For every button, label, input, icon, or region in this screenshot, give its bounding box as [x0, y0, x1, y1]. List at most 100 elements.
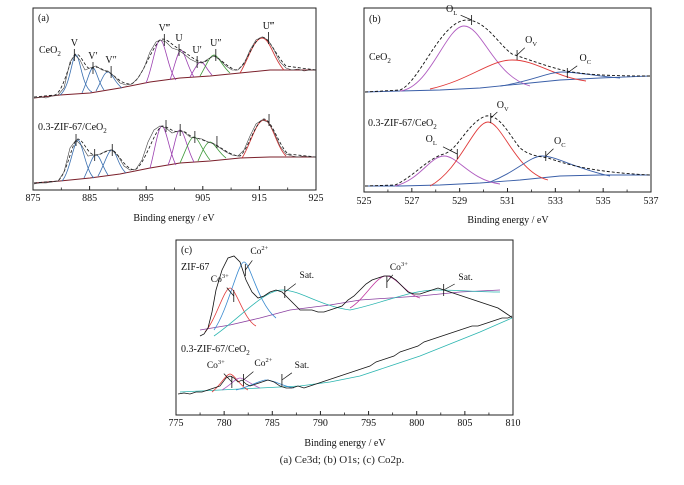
ceo2-ce3d-u3-peak — [239, 37, 285, 74]
peak-arrow — [245, 260, 253, 271]
panel-b: (b) CeO2 0.3-ZIF-67/CeO2 525 527 529 531 533… — [357, 4, 659, 226]
panel-c-tick-labels: 775 780 785 790 795 800 805 810 — [169, 418, 521, 429]
peak-arrow — [442, 146, 458, 155]
panel-a-xlabel: Binding energy / eV — [133, 213, 215, 224]
panel-a-tick-labels: 875 885 895 905 915 925 — [26, 193, 324, 204]
peak-label: U‴ — [263, 21, 275, 32]
panel-c-composite-curves — [177, 315, 513, 395]
panel-b-tick-label: 525 — [357, 196, 372, 207]
panel-b-label-ceo2: CeO2 — [369, 52, 391, 65]
panel-a-label-composite: 0.3-ZIF-67/CeO2 — [38, 122, 107, 135]
zif67-co2p-raw — [199, 255, 513, 337]
peak-label: V′ — [88, 51, 97, 62]
peak-arrow — [223, 373, 233, 383]
peak-arrow — [545, 148, 554, 157]
panel-a-tick-label: 895 — [139, 193, 154, 204]
peak-label: V″ — [105, 55, 116, 66]
panel-c-tick-label: 795 — [361, 418, 376, 429]
panel-b-ticks — [363, 188, 652, 192]
panel-c-zif67-curves — [199, 255, 513, 337]
panel-c-tick-label: 790 — [313, 418, 328, 429]
peak-arrow — [243, 371, 254, 381]
panel-a-ticks — [32, 186, 317, 190]
panel-c-tick-label: 775 — [169, 418, 184, 429]
ceo2-ce3d-background — [33, 69, 316, 99]
panel-c: (c) ZIF-67 0.3-ZIF-67/CeO2 775 780 785 790 7… — [169, 239, 521, 449]
panel-a-peak-labels: V V′ V″ V‴ U U′ U″ U‴ — [71, 21, 275, 161]
panel-c-tick-label: 780 — [217, 418, 232, 429]
composite-o1s-envelope — [364, 115, 651, 187]
peak-label: U′ — [192, 45, 201, 56]
peak-arrow — [443, 283, 455, 291]
peak-label: Sat. — [300, 271, 315, 281]
ceo2-ce3d-raw — [33, 36, 316, 99]
zif67-co2p-co3-2p12 — [349, 275, 421, 309]
peak-arrow — [460, 14, 472, 21]
panel-b-tick-label: 529 — [452, 196, 467, 207]
panel-b-tick-label: 537 — [644, 196, 659, 207]
panel-c-tick-label: 785 — [265, 418, 280, 429]
peak-label: Co3+ — [390, 261, 408, 273]
panel-c-label-composite: 0.3-ZIF-67/CeO2 — [181, 344, 250, 357]
panel-a-tick-label: 875 — [26, 193, 41, 204]
panel-b-tick-label: 531 — [500, 196, 515, 207]
peak-label: Sat. — [295, 361, 310, 371]
zif67-co2p-co2-component — [213, 261, 277, 331]
panel-b-xlabel: Binding energy / eV — [467, 215, 549, 226]
peak-arrow — [386, 274, 394, 283]
composite-ce3d-u-green — [179, 136, 227, 164]
panel-a-tick-label: 885 — [82, 193, 97, 204]
panel-a-tick-label: 925 — [309, 193, 324, 204]
figure-caption: (a) Ce3d; (b) O1s; (c) Co2p. — [279, 454, 405, 466]
panel-a-tick-label: 915 — [252, 193, 267, 204]
panel-c-xlabel: Binding energy / eV — [304, 438, 386, 449]
panel-a-ceo2-curves — [33, 36, 317, 99]
peak-arrow — [490, 111, 498, 119]
peak-arrow — [226, 287, 235, 297]
zif67-co2p-sat-component — [213, 289, 351, 337]
panel-b-composite-curves — [364, 115, 651, 187]
panel-b-label-composite: 0.3-ZIF-67/CeO2 — [368, 118, 437, 131]
composite-o1s-background — [365, 174, 650, 187]
peak-label: U″ — [210, 38, 221, 49]
ceo2-o1s-ov-component — [429, 59, 587, 90]
peak-arrow — [284, 283, 297, 293]
composite-co2p-sat-component — [235, 379, 295, 391]
panel-b-tick-labels: 525 527 529 531 533 535 537 — [357, 196, 659, 207]
panel-a-letter: (a) — [38, 13, 49, 24]
panel-b-frame — [363, 7, 652, 193]
panel-b-letter: (b) — [369, 14, 381, 25]
zif67-co2p-sat-2p12 — [349, 289, 501, 311]
peak-label: Co2+ — [254, 357, 272, 369]
zif67-co2p-co3-component — [204, 287, 257, 333]
composite-o1s-oc-component — [489, 155, 611, 183]
panel-c-letter: (c) — [181, 245, 192, 256]
ceo2-o1s-oc-component — [499, 71, 621, 87]
peak-label: OC — [580, 53, 592, 66]
composite-co2p-co3-component — [211, 373, 249, 393]
peak-label: Co3+ — [211, 273, 229, 285]
peak-label: Sat. — [458, 273, 473, 283]
panel-b-tick-label: 533 — [548, 196, 563, 207]
composite-ce3d-background — [33, 156, 316, 184]
peak-label: Co2+ — [250, 245, 268, 257]
peak-label: OL — [446, 4, 457, 17]
panel-c-frame — [175, 239, 514, 416]
ceo2-o1s-envelope — [364, 19, 651, 93]
composite-ce3d-envelope — [33, 118, 317, 184]
peak-arrow — [567, 65, 578, 74]
panel-c-peak-labels: Co3+ Co2+ Sat. Co3+ Sat. Co3+ Co2+ Sat. — [207, 245, 473, 388]
ceo2-o1s-background — [364, 75, 651, 93]
peak-label: V‴ — [159, 23, 171, 34]
panel-b-ceo2-curves — [364, 19, 651, 93]
panel-c-ticks — [175, 411, 514, 415]
composite-ce3d-u3-peak — [241, 119, 287, 159]
ceo2-ce3d-u-green — [199, 54, 231, 77]
composite-co2p-raw — [177, 315, 513, 395]
panel-b-tick-label: 527 — [404, 196, 419, 207]
peak-label: OC — [554, 136, 566, 149]
peak-label: OV — [497, 100, 509, 113]
ceo2-o1s-ol-component — [399, 25, 531, 92]
panel-a-tick-label: 905 — [195, 193, 210, 204]
